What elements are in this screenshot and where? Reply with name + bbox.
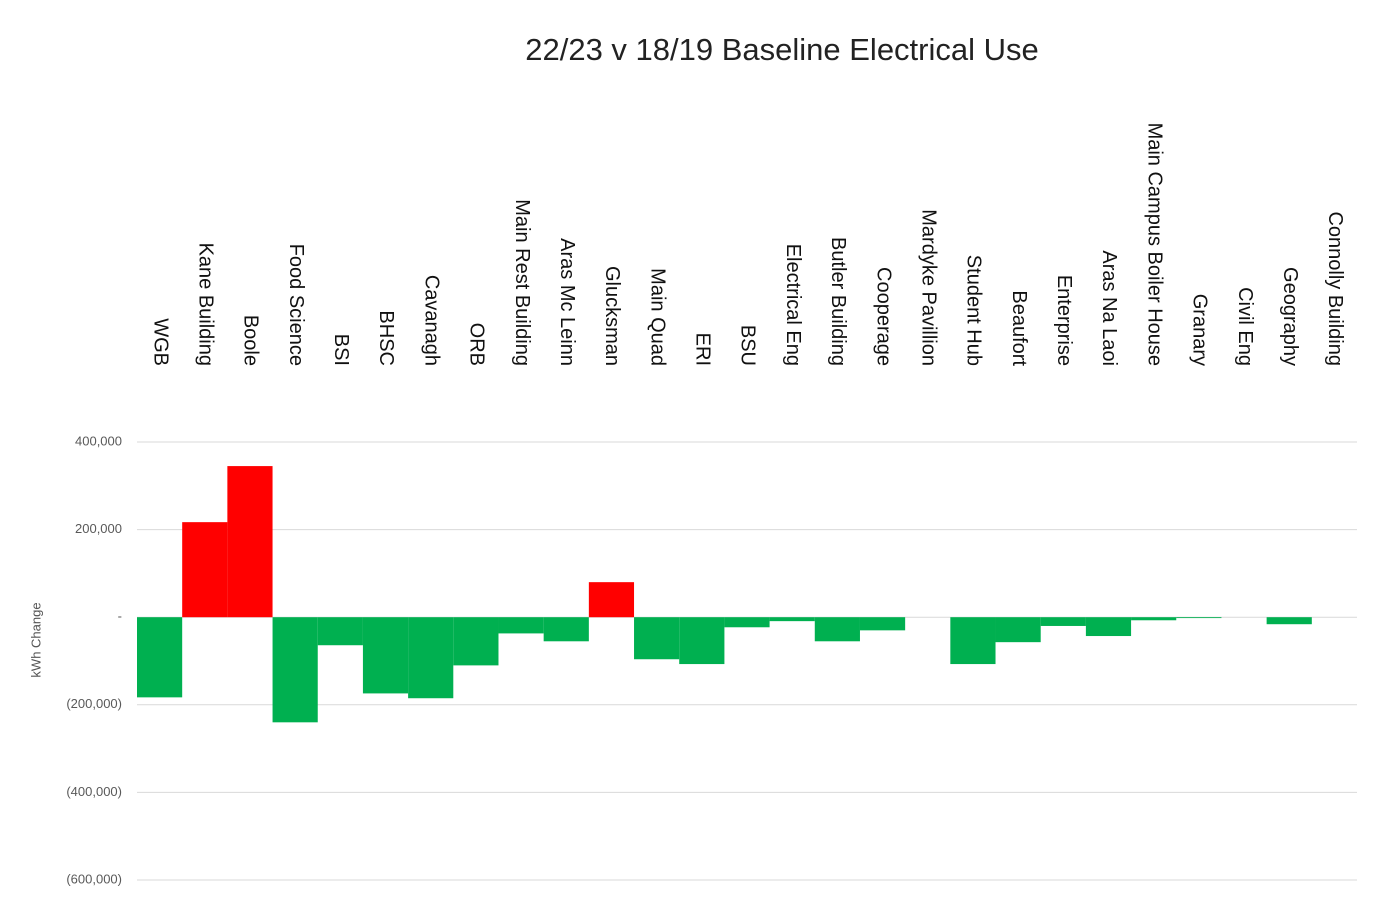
x-tick-label: Main Campus Boiler House [1143, 123, 1165, 366]
x-tick-label: Mardyke Pavillion [917, 209, 939, 366]
x-tick-label: Food Science [285, 244, 307, 366]
x-tick-label: Geography [1279, 267, 1301, 366]
bar [995, 617, 1041, 643]
x-tick-label: Civil Eng [1234, 287, 1256, 366]
x-tick-label: Granary [1189, 294, 1211, 366]
bar [408, 617, 454, 699]
x-tick-label: Beaufort [1008, 290, 1030, 366]
x-tick-label: Student Hub [963, 255, 985, 366]
y-tick-label: 400,000 [75, 433, 122, 448]
bar [859, 617, 906, 631]
x-tick-label: ORB [466, 323, 488, 366]
x-tick-label: Connolly Building [1324, 211, 1346, 366]
bar [317, 617, 363, 646]
y-tick-label: 200,000 [75, 521, 122, 536]
x-tick-label: Kane Building [194, 243, 216, 366]
bar [227, 466, 273, 618]
x-tick-label: BHSC [375, 310, 397, 366]
bar [679, 617, 725, 665]
y-tick-label: - [118, 609, 122, 624]
y-tick-label: (600,000) [66, 871, 122, 886]
bar [1266, 617, 1312, 625]
bar [137, 617, 183, 698]
bar [814, 617, 860, 642]
bar [453, 617, 499, 666]
x-tick-label: Cavanagh [420, 275, 442, 366]
y-tick-label: (200,000) [66, 696, 122, 711]
bar [272, 617, 318, 723]
x-tick-label: WGB [149, 318, 171, 366]
bar [724, 617, 770, 628]
bar [362, 617, 409, 694]
bar [634, 617, 680, 660]
bar [1176, 617, 1222, 619]
bar [1085, 617, 1132, 637]
bar [769, 617, 815, 622]
y-tick-label: (400,000) [66, 784, 122, 799]
x-tick-label: BSU [737, 325, 759, 366]
x-tick-label: Main Quad [646, 268, 668, 366]
bar [1131, 617, 1177, 621]
x-tick-label: Electrical Eng [782, 244, 804, 366]
bar [543, 617, 589, 642]
bar [588, 582, 635, 618]
bar [1040, 617, 1086, 626]
x-tick-label: Butler Building [827, 237, 849, 366]
x-tick-label: BSI [330, 334, 352, 366]
x-tick-label: Boole [240, 315, 262, 366]
chart-title: 22/23 v 18/19 Baseline Electrical Use [525, 32, 1039, 67]
bar [182, 522, 228, 618]
x-tick-label: Aras Na Laoi [1098, 250, 1120, 366]
x-tick-label: Enterprise [1053, 275, 1075, 366]
bar [950, 617, 996, 665]
x-tick-label: Cooperage [872, 267, 894, 366]
x-tick-label: Aras Mc Leinn [556, 238, 578, 366]
x-tick-label: Glucksman [601, 266, 623, 366]
x-tick-label: ERI [692, 333, 714, 366]
x-tick-label: Main Rest Building [511, 199, 533, 366]
y-axis-title: kWh Change [28, 602, 43, 677]
bar [498, 617, 544, 634]
